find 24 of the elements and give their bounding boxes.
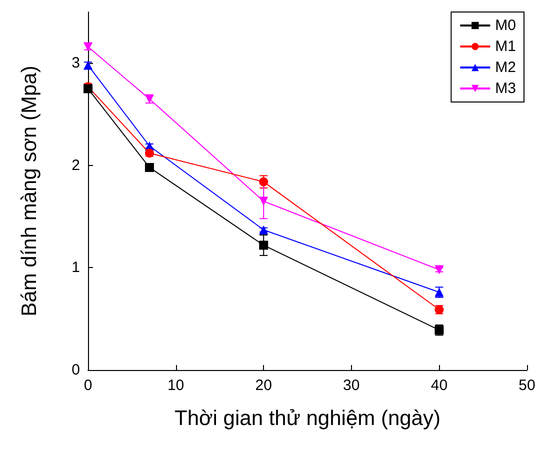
legend-label: M1 (495, 38, 516, 55)
y-tick-label: 2 (72, 156, 80, 174)
x-tick-label: 30 (343, 377, 360, 394)
legend-label: M0 (495, 17, 516, 34)
point (259, 196, 268, 206)
legend-label: M3 (495, 80, 516, 97)
point (259, 240, 268, 250)
y-tick-label: 1 (72, 259, 80, 276)
x-tick-label: 10 (167, 377, 184, 394)
x-tick-label: 40 (430, 377, 448, 394)
x-axis-title: Thời gian thử nghiệm (ngày) (174, 407, 440, 430)
x-tick-label: 20 (255, 377, 272, 394)
point (434, 265, 444, 274)
y-tick-label: 0 (72, 362, 80, 378)
y-tick-label: 3 (72, 54, 80, 72)
x-tick-label: 0 (84, 377, 92, 394)
point (259, 177, 268, 186)
x-tick-label: 50 (518, 377, 536, 394)
point (144, 162, 154, 172)
legend-label: M2 (495, 59, 516, 76)
point (84, 42, 92, 52)
point (84, 60, 92, 70)
y-axis-title: Bám dính màng sơn (Mpa) (18, 66, 41, 316)
point (259, 225, 268, 234)
